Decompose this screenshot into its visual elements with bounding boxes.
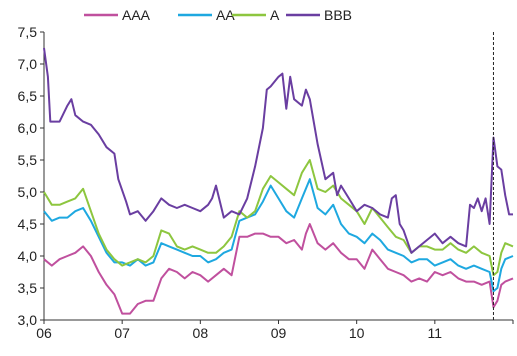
legend-label: A	[270, 7, 280, 23]
legend-label: BBB	[324, 7, 352, 23]
y-tick-label: 3,5	[18, 280, 38, 296]
axes: 3,0 3,5 4,0 4,5 5,0 5,5 6,0 6,5 7,0 7,5 06 07 08 09 1…	[18, 24, 514, 341]
series-line-bbb	[43, 47, 513, 254]
x-tick-label: 09	[271, 325, 287, 341]
y-tick-label: 4,5	[18, 216, 38, 232]
y-tick-label: 5,0	[18, 184, 38, 200]
x-tick-label: 07	[114, 325, 130, 341]
legend-label: AA	[216, 7, 235, 23]
series-line-aaa	[43, 223, 514, 315]
x-tick-label: 08	[193, 325, 209, 341]
y-axis-ticks: 3,0 3,5 4,0 4,5 5,0 5,5 6,0 6,5 7,0 7,5	[18, 24, 44, 328]
y-tick-label: 5,5	[18, 152, 38, 168]
y-tick-label: 6,0	[18, 120, 38, 136]
series-lines	[43, 47, 514, 315]
x-axis-ticks: 06 07 08 09 10 11	[36, 320, 514, 341]
y-tick-label: 6,5	[18, 88, 38, 104]
legend: AAA AA A BBB	[84, 7, 352, 23]
y-tick-label: 7,0	[18, 56, 38, 72]
legend-label: AAA	[122, 7, 151, 23]
y-tick-label: 3,0	[18, 312, 38, 328]
y-tick-label: 4,0	[18, 248, 38, 264]
y-tick-label: 7,5	[18, 24, 38, 40]
x-tick-label: 10	[349, 325, 365, 341]
x-tick-label: 06	[36, 325, 52, 341]
x-tick-label: 11	[428, 325, 443, 341]
series-line-a	[43, 159, 514, 277]
